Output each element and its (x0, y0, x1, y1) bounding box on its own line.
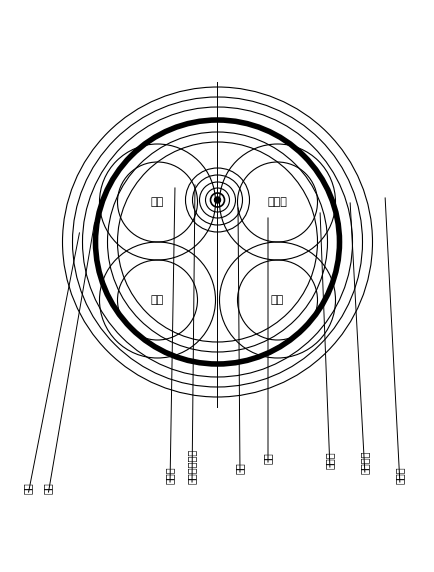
Text: 填充: 填充 (234, 462, 244, 474)
Text: 相线: 相线 (151, 295, 164, 305)
Text: 相线: 相线 (270, 295, 283, 305)
Text: 中性线: 中性线 (267, 197, 287, 207)
Text: 包带: 包带 (263, 452, 273, 464)
Text: 外护套: 外护套 (394, 466, 404, 484)
Text: 层体: 层体 (23, 482, 33, 494)
Text: 内护套: 内护套 (324, 451, 334, 469)
Text: 金属出装: 金属出装 (359, 451, 369, 474)
Text: 相线: 相线 (151, 197, 164, 207)
Text: 光单元: 光单元 (164, 466, 174, 484)
Circle shape (214, 197, 220, 203)
Text: 素线热保护层: 素线热保护层 (187, 449, 197, 484)
Text: 绕包: 绕包 (43, 482, 53, 494)
